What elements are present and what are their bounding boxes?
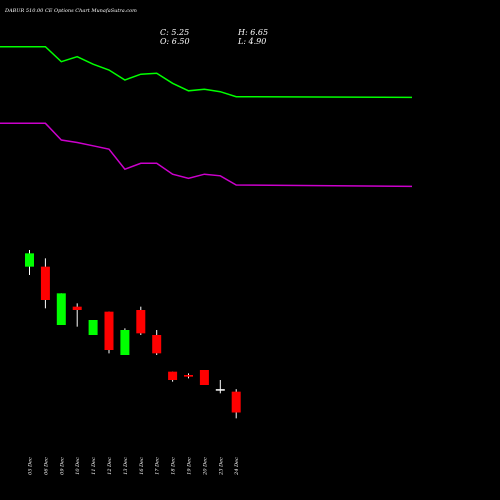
indicator-lines <box>0 45 413 188</box>
candle-body <box>72 306 82 310</box>
candle-body <box>25 253 34 267</box>
date-label: 24 Dec <box>234 457 240 476</box>
candle-body <box>184 375 193 377</box>
indicator-line-2 <box>0 122 413 188</box>
candle <box>72 303 82 327</box>
chart-title: DABUR 510.00 CE Options Chart MunafaSutr… <box>5 8 137 14</box>
indicator-line-1 <box>0 45 413 99</box>
candle-body <box>215 389 225 391</box>
candle-body <box>104 311 114 350</box>
high-value: H: 6.65 <box>238 28 269 37</box>
date-label: 12 Dec <box>107 457 113 475</box>
candle-body <box>120 330 130 355</box>
candle <box>56 293 66 325</box>
open-value: O: 6.50 <box>160 37 190 46</box>
candle <box>231 389 241 419</box>
date-label: 20 Dec <box>202 457 208 476</box>
candle-body <box>168 371 178 380</box>
date-label: 05 Dec <box>28 457 34 475</box>
candle-body <box>136 310 146 334</box>
date-labels: 05 Dec 06 Dec 09 Dec 10 Dec 11 Dec 12 Dec 13 D… <box>28 457 241 476</box>
candle-body <box>231 391 241 413</box>
close-value: C: 5.25 <box>160 28 190 37</box>
date-label: 06 Dec <box>43 457 49 475</box>
candle <box>104 311 114 354</box>
candle-body <box>199 370 209 385</box>
date-label: 09 Dec <box>59 457 65 475</box>
date-label: 18 Dec <box>171 457 177 475</box>
candle <box>25 250 34 275</box>
date-label: 11 Dec <box>91 457 97 475</box>
low-value: L: 4.90 <box>238 37 267 46</box>
candle <box>136 306 146 335</box>
candle-body <box>152 335 162 354</box>
date-label: 10 Dec <box>75 457 81 475</box>
date-label: 23 Dec <box>218 457 224 476</box>
date-label: 13 Dec <box>123 457 129 475</box>
date-label: 16 Dec <box>139 457 145 475</box>
candle <box>152 330 162 355</box>
candle-body <box>40 266 50 300</box>
candle <box>184 373 193 379</box>
candle <box>199 370 209 385</box>
candle-body <box>56 293 66 325</box>
date-label: 17 Dec <box>155 457 161 475</box>
candle <box>40 258 50 309</box>
candle <box>88 320 98 335</box>
candles <box>25 250 241 419</box>
candle-body <box>88 320 98 335</box>
candle <box>215 380 225 394</box>
candle <box>120 328 130 355</box>
date-label: 19 Dec <box>187 457 193 475</box>
candle <box>168 371 178 382</box>
